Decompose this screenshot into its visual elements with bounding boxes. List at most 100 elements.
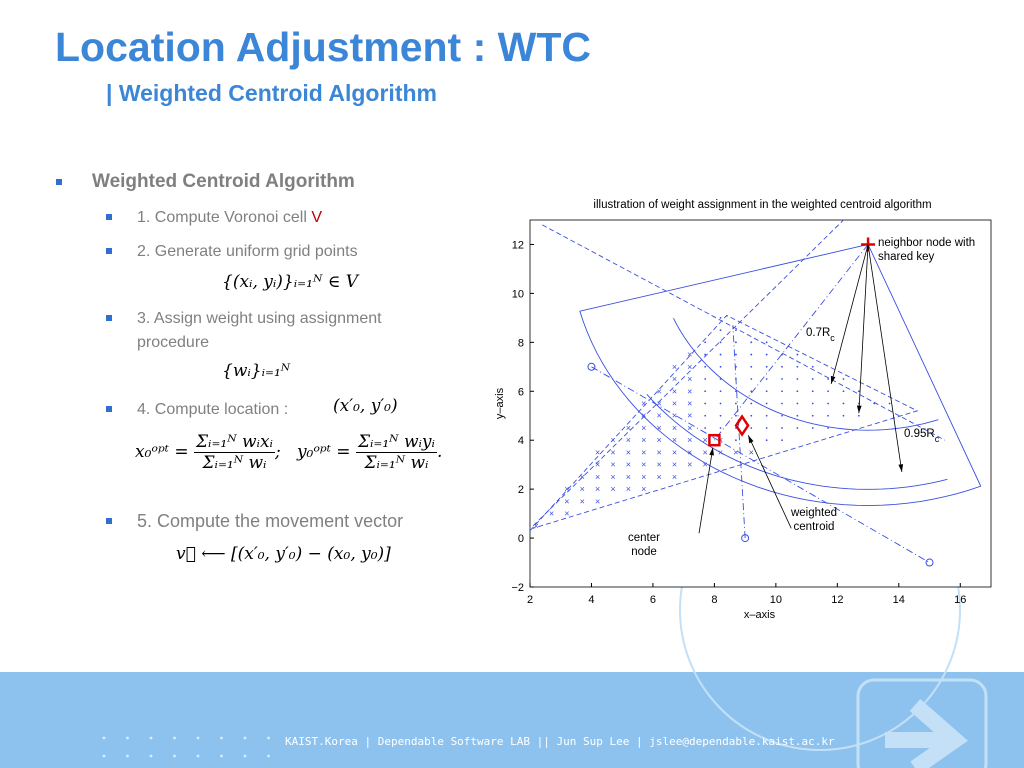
grid-dot: [781, 414, 783, 417]
grid-cross: ×: [672, 435, 677, 445]
grid-dot: [827, 378, 830, 380]
grid-dot: [719, 329, 722, 331]
eq-part: y₀ᵒᵖᵗ =: [296, 442, 351, 462]
step-text: 5. Compute the movement vector: [137, 511, 404, 531]
grid-dot: [719, 390, 722, 393]
footer-dot: [243, 754, 247, 758]
grid-dot: [735, 402, 737, 405]
step: 1. Compute Voronoi cell V: [137, 206, 457, 230]
annotation-sub: c: [830, 333, 835, 343]
grid-dot: [796, 353, 799, 356]
weighted-centroid: [734, 414, 750, 437]
eq-part: ;: [274, 442, 281, 462]
annotation-text: 0.95R: [904, 428, 935, 440]
annotation: centroid: [794, 521, 835, 533]
title: Location Adjustment : WTC: [55, 24, 591, 70]
footer-dots: [102, 736, 270, 758]
grid-dot: [750, 353, 753, 356]
grid-cross: ×: [610, 472, 615, 482]
eq-part: .: [436, 442, 443, 462]
grid-dot: [704, 341, 707, 344]
grid-dot: [857, 414, 860, 417]
footer-text: KAIST.Korea | Dependable Software LAB ||…: [285, 735, 835, 748]
footer-dot: [243, 736, 247, 740]
grid-dot: [704, 414, 707, 417]
grid-dot: [888, 402, 891, 405]
arc-095: [646, 394, 948, 490]
footer-dot: [267, 736, 270, 740]
x-tick-label: 4: [588, 594, 594, 606]
grid-dot: [811, 365, 814, 368]
footer-dot: [196, 736, 200, 740]
x-tick-label: 12: [831, 594, 843, 606]
footer-dot: [149, 754, 153, 758]
arrow-head: [830, 375, 836, 384]
x-tick-label: 8: [711, 594, 717, 606]
grid-cross: ×: [703, 435, 708, 445]
eq-part: Σᵢ₌₁ᴺ wᵢyᵢ: [355, 432, 437, 453]
grid-dot: [796, 365, 799, 368]
grid-cross: ×: [534, 521, 539, 531]
grid-cross: ×: [626, 460, 631, 470]
arrow: [698, 447, 714, 534]
grid-dot: [765, 353, 768, 356]
grid-cross: ×: [580, 472, 585, 482]
bullet: [106, 406, 112, 412]
grid-dot: [735, 414, 737, 417]
grid-cross: ×: [687, 350, 692, 360]
grid-cross: ×: [641, 399, 646, 409]
footer-dot: [173, 736, 176, 740]
grid-dot: [811, 402, 814, 405]
sector: [579, 244, 982, 506]
grid-cross: ×: [580, 484, 585, 494]
grid-dot: [781, 390, 783, 393]
grid-cross: ×: [656, 423, 661, 433]
eq-part: x₀ᵒᵖᵗ =: [135, 442, 189, 462]
footer-arrow: [885, 698, 968, 768]
footer-dot: [102, 754, 106, 758]
step-text: 4. Compute location :: [137, 401, 289, 418]
grid-cross: ×: [687, 386, 692, 396]
annotation-text: 0.7R: [806, 327, 830, 339]
grid-cross: ×: [687, 374, 692, 384]
annotation: node: [631, 546, 657, 558]
grid-dot: [719, 365, 722, 368]
grid-dot: [781, 402, 783, 405]
footer-dot: [267, 754, 270, 758]
bullet: [106, 214, 112, 220]
grid-dot: [827, 402, 830, 405]
grid-cross: ×: [626, 484, 631, 494]
grid-cross: ×: [656, 399, 661, 409]
grid-dot: [704, 378, 707, 380]
grid-cross: ×: [656, 460, 661, 470]
grid-cross: ×: [687, 447, 692, 457]
annotation-sub: c: [935, 434, 940, 444]
grid-cross: ×: [595, 460, 600, 470]
grid-dot: [842, 378, 845, 380]
arrow: [867, 244, 903, 473]
grid-cross: ×: [595, 447, 600, 457]
arrow-head: [748, 435, 754, 444]
footer-dot: [220, 736, 223, 740]
grid-cross: ×: [703, 460, 708, 470]
footer-band: [0, 672, 1024, 768]
grid-dot: [735, 353, 737, 356]
formula: v⃗ ⟵ [(x′₀, y′₀) − (x₀, y₀)]: [176, 544, 391, 564]
grid-dot: [827, 390, 830, 393]
grid-dot: [796, 427, 799, 429]
grid-cross: ×: [580, 496, 585, 506]
center-node: [708, 433, 721, 447]
grid-dot: [765, 390, 768, 393]
grid-cross: ×: [672, 362, 677, 372]
y-tick-label: 4: [518, 435, 524, 447]
grid-cross: ×: [564, 496, 569, 506]
grid-dot: [842, 414, 845, 417]
grid-dot: [704, 365, 707, 368]
formula: (x′₀, y′₀): [333, 396, 398, 416]
grid-cross: ×: [687, 460, 692, 470]
grid-cross: ×: [672, 472, 677, 482]
grid-dot: [781, 439, 783, 442]
grid-dot: [765, 365, 768, 368]
grid-cross: ×: [656, 472, 661, 482]
